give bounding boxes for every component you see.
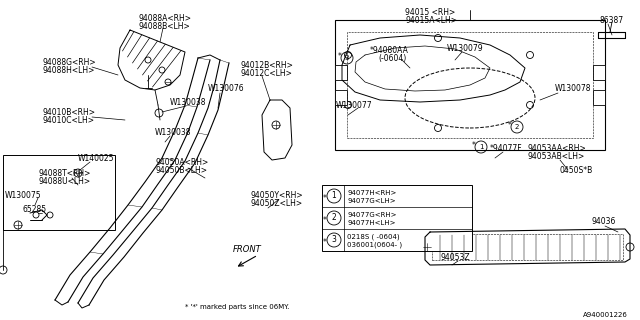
Text: A940001226: A940001226 (583, 312, 628, 318)
Text: 94088B<LH>: 94088B<LH> (138, 21, 189, 30)
Text: 94012B<RH>: 94012B<RH> (240, 60, 293, 69)
Text: 94015A<LH>: 94015A<LH> (405, 15, 457, 25)
Text: 1: 1 (479, 144, 483, 150)
Text: W130078: W130078 (555, 84, 591, 92)
Bar (3, 155, 115, 230)
Text: *: * (508, 121, 512, 130)
Text: 94010B<RH>: 94010B<RH> (42, 108, 95, 116)
Bar (432, 234, 623, 260)
Text: 036001(0604- ): 036001(0604- ) (347, 242, 402, 248)
Bar (347, 32, 593, 138)
Bar (335, 90, 347, 105)
Text: W140025: W140025 (78, 154, 115, 163)
Text: *94077F: *94077F (490, 143, 523, 153)
Text: 94036: 94036 (592, 218, 616, 227)
Text: 94088H<LH>: 94088H<LH> (42, 66, 94, 75)
Text: (-0604): (-0604) (378, 53, 406, 62)
Text: W130076: W130076 (208, 84, 244, 92)
Text: 2: 2 (515, 124, 519, 130)
Text: * '*' marked parts since 06MY.: * '*' marked parts since 06MY. (185, 304, 289, 310)
Text: W130075: W130075 (5, 190, 42, 199)
Text: *: * (323, 238, 327, 247)
Text: 94077H<LH>: 94077H<LH> (347, 220, 396, 226)
Text: 94053Z: 94053Z (440, 253, 470, 262)
Text: 0450S*B: 0450S*B (560, 165, 593, 174)
Bar (593, 65, 605, 80)
Text: *: * (472, 140, 476, 149)
Text: 94050A<RH>: 94050A<RH> (155, 157, 208, 166)
Text: W130077: W130077 (336, 100, 372, 109)
Text: *: * (338, 52, 342, 60)
Bar (593, 90, 605, 105)
Text: 94077G<LH>: 94077G<LH> (347, 198, 396, 204)
Text: 2: 2 (332, 213, 337, 222)
Text: 0218S ( -0604): 0218S ( -0604) (347, 234, 399, 240)
Text: 94015 <RH>: 94015 <RH> (405, 7, 455, 17)
Text: 94088T<RH>: 94088T<RH> (38, 169, 90, 178)
Text: 94077H<RH>: 94077H<RH> (347, 190, 396, 196)
Text: 94088A<RH>: 94088A<RH> (138, 13, 191, 22)
Bar (335, 65, 347, 80)
Text: *94080AA: *94080AA (370, 45, 409, 54)
Text: 94088U<LH>: 94088U<LH> (38, 177, 90, 186)
Text: 3: 3 (345, 55, 349, 61)
Text: 94010C<LH>: 94010C<LH> (42, 116, 94, 124)
Bar (322, 185, 472, 251)
Text: W130038: W130038 (155, 127, 191, 137)
Text: 94050Z<LH>: 94050Z<LH> (250, 198, 302, 207)
Text: 1: 1 (332, 191, 337, 201)
Text: 65285: 65285 (22, 205, 46, 214)
Text: W130079: W130079 (447, 44, 484, 52)
Text: W130038: W130038 (170, 98, 207, 107)
Text: FRONT: FRONT (232, 245, 261, 254)
Bar (335, 20, 605, 150)
Text: 94077G<RH>: 94077G<RH> (347, 212, 397, 218)
Text: 94053AB<LH>: 94053AB<LH> (528, 151, 585, 161)
Text: 94012C<LH>: 94012C<LH> (240, 68, 292, 77)
Text: 94053AA<RH>: 94053AA<RH> (528, 143, 587, 153)
Text: 94050B<LH>: 94050B<LH> (155, 165, 207, 174)
Text: *: * (323, 216, 327, 225)
Text: 94088G<RH>: 94088G<RH> (42, 58, 95, 67)
Text: *: * (323, 194, 327, 203)
Text: 3: 3 (332, 236, 337, 244)
Text: 94050Y<RH>: 94050Y<RH> (250, 190, 303, 199)
Text: 86387: 86387 (600, 15, 624, 25)
